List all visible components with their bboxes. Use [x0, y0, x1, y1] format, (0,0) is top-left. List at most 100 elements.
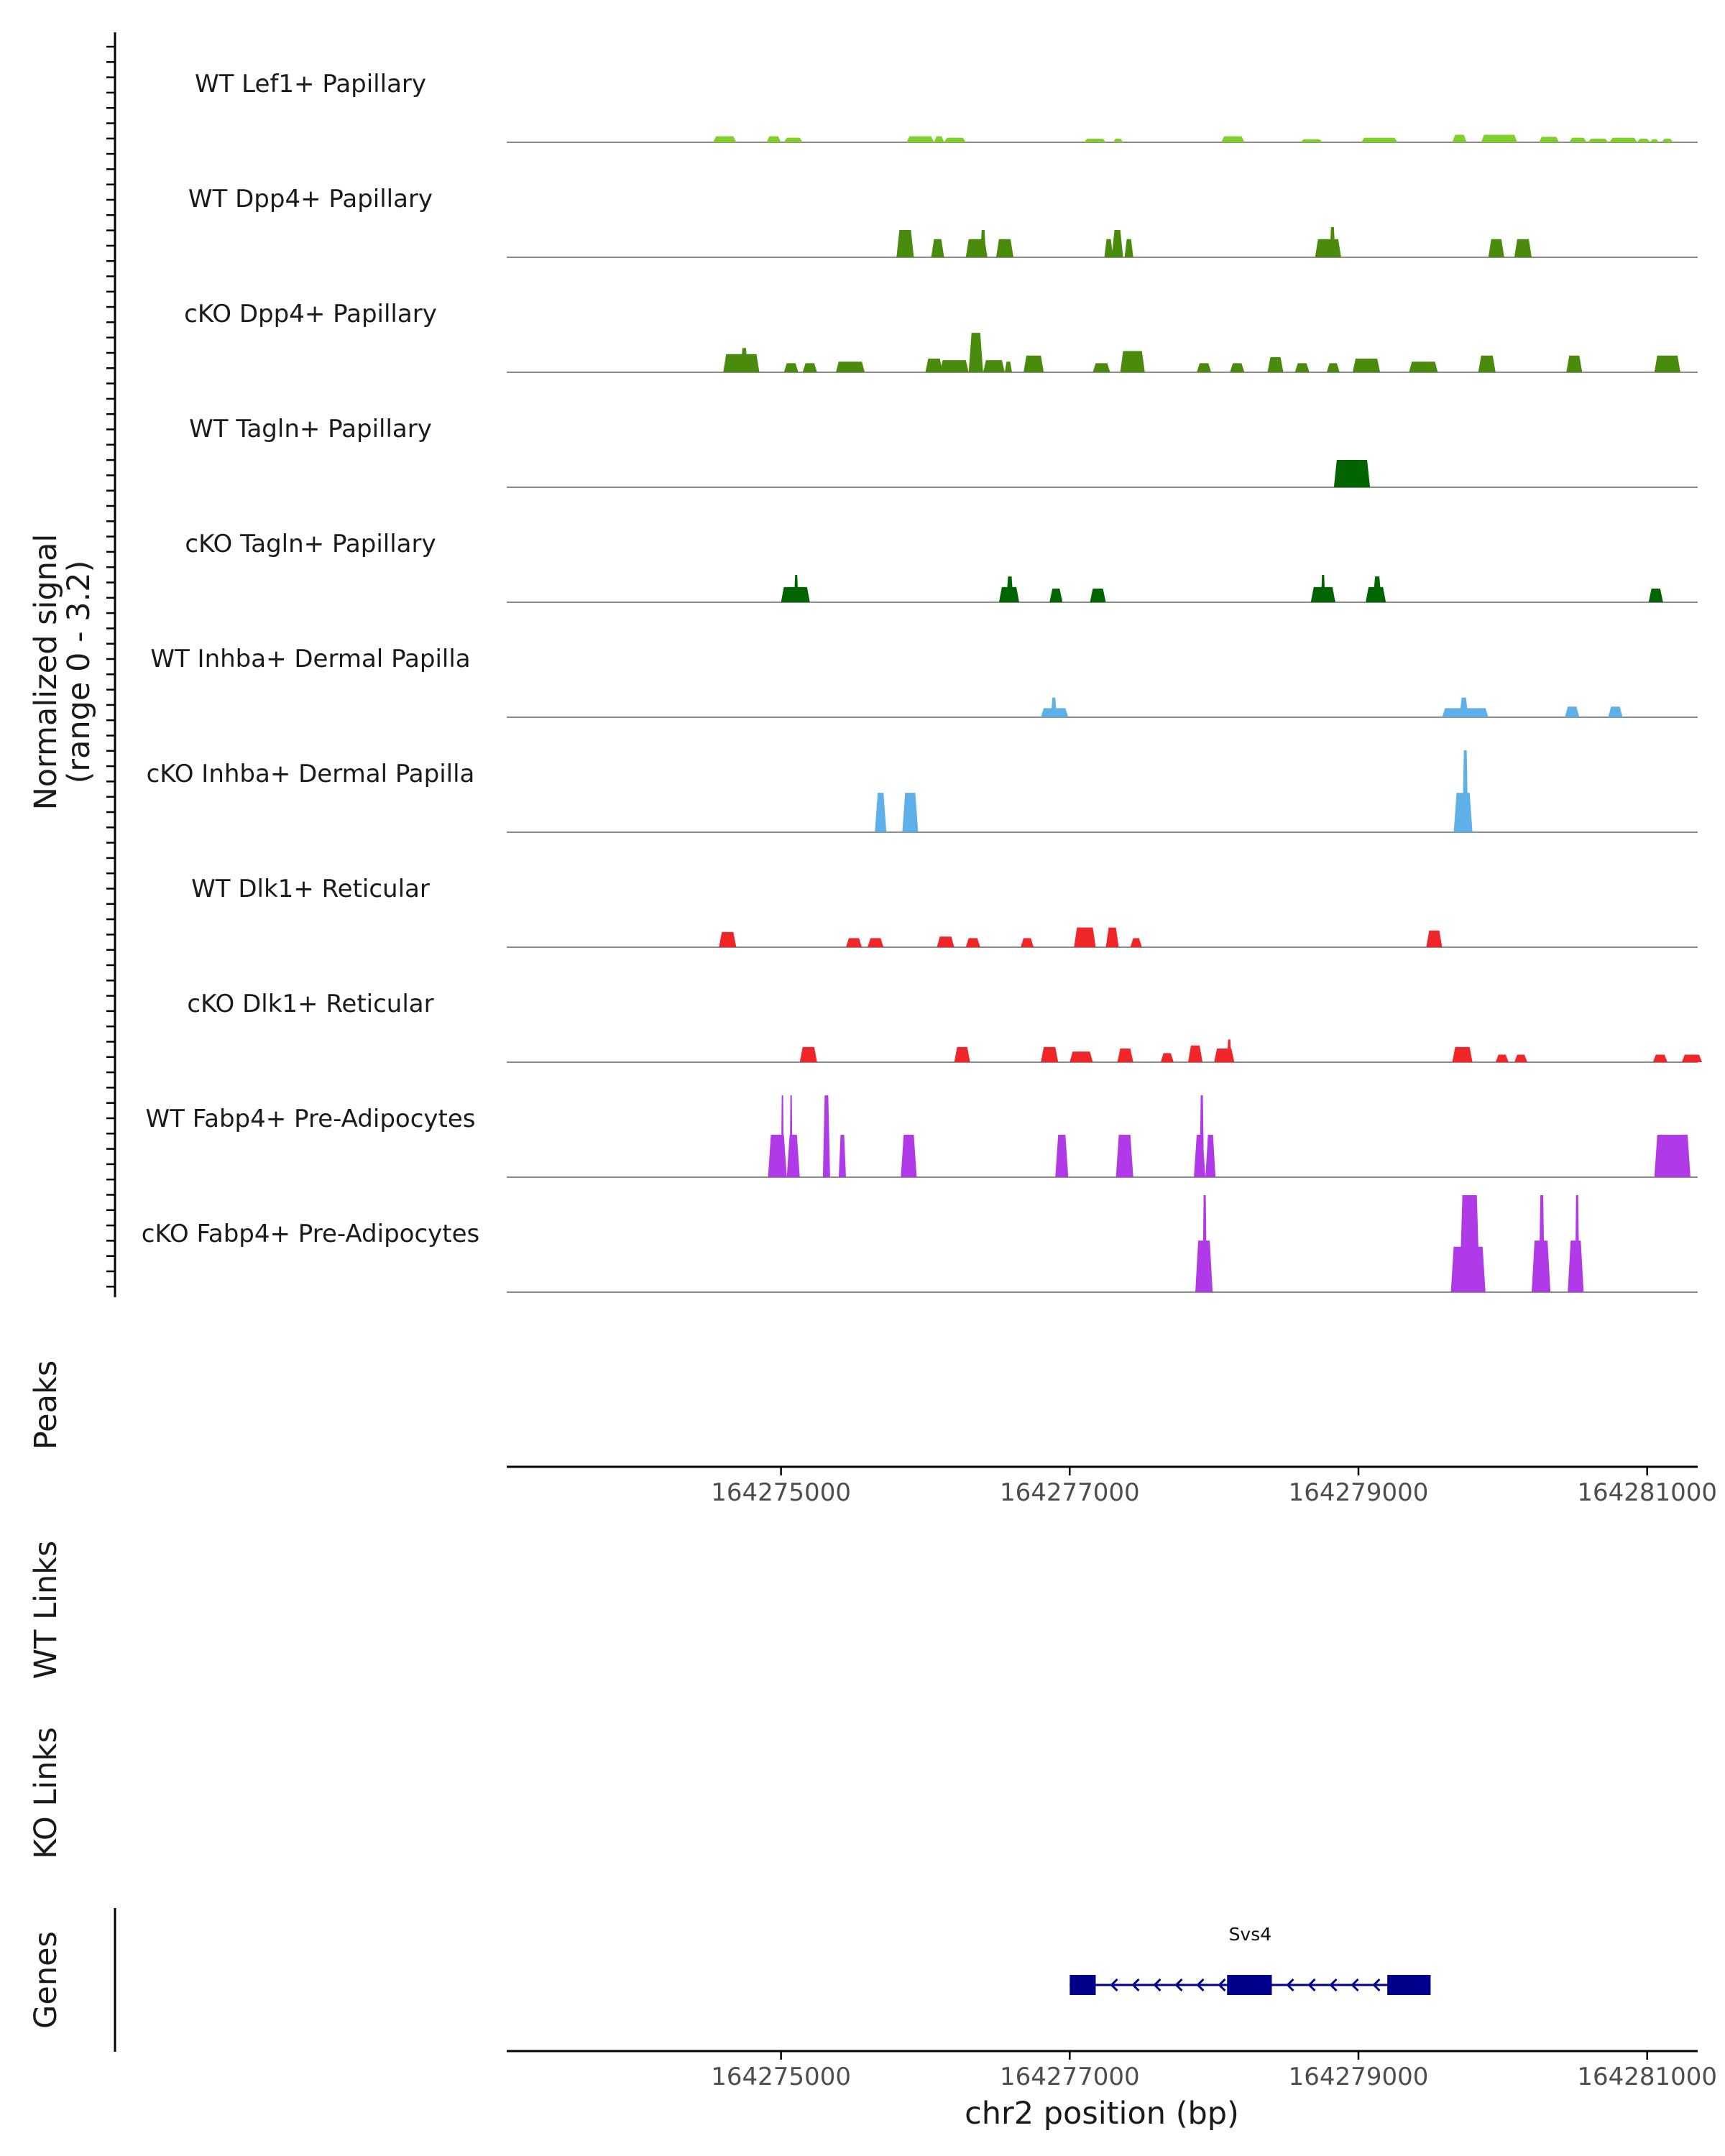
- signal-peak: [925, 359, 943, 372]
- signal-peak: [766, 136, 781, 142]
- signal-peak: [980, 230, 986, 257]
- signal-peak: [1333, 460, 1371, 487]
- signal-peak: [1609, 137, 1637, 142]
- track-7: cKO Inhba+ Dermal Papilla: [147, 750, 1698, 833]
- signal-peak: [1117, 1049, 1133, 1062]
- signal-peak: [1130, 938, 1142, 947]
- strand-arrow: [1329, 1978, 1338, 1992]
- signal-peak: [1116, 1134, 1133, 1177]
- signal-peak: [1539, 137, 1560, 142]
- track-label: WT Dlk1+ Reticular: [191, 875, 430, 903]
- signal-peak: [1049, 589, 1063, 602]
- ko-links-panel: KO Links: [28, 1727, 64, 1859]
- signal-peak: [1315, 239, 1341, 257]
- signal-peak: [965, 938, 980, 947]
- signal-peak: [1565, 706, 1580, 717]
- signal-peak: [1300, 139, 1322, 142]
- signal-peak: [783, 137, 803, 142]
- signal-peak: [845, 938, 862, 947]
- signal-peak: [1124, 239, 1133, 257]
- track-10: WT Fabp4+ Pre-Adipocytes: [146, 1095, 1698, 1178]
- signal-peak: [1197, 363, 1212, 372]
- signal-peak: [995, 239, 1013, 257]
- signal-peak: [740, 348, 748, 372]
- signal-peak: [1120, 351, 1145, 372]
- track-label: WT Lef1+ Papillary: [195, 70, 426, 98]
- signal-peak: [1227, 1039, 1232, 1062]
- signal-peak: [786, 1134, 800, 1177]
- signal-peak: [1294, 363, 1310, 372]
- signal-peak: [939, 360, 969, 372]
- genes-panel-title: Genes: [28, 1931, 64, 2029]
- peaks-panel-title: Peaks: [28, 1360, 64, 1450]
- signal-peak: [1021, 938, 1034, 947]
- signal-peak: [1090, 589, 1106, 602]
- strand-arrow: [1351, 1978, 1359, 1992]
- signal-peak: [1608, 706, 1623, 717]
- strand-arrow: [1174, 1978, 1183, 1992]
- signal-peak: [1051, 697, 1057, 717]
- signal-peak: [1006, 576, 1013, 602]
- signal-peak: [1514, 1054, 1527, 1062]
- signal-peak: [902, 793, 919, 832]
- x-axis-tick-label: 164277000: [1000, 1478, 1140, 1507]
- track-4: WT Tagln+ Papillary: [189, 415, 1698, 488]
- signal-peak: [1650, 139, 1659, 142]
- signal-peak: [1104, 239, 1113, 257]
- signal-peak: [1462, 750, 1468, 832]
- signal-peak: [794, 575, 799, 602]
- signal-peak: [1654, 1134, 1690, 1177]
- signal-peak: [1452, 134, 1467, 142]
- x-axis-tick-label: 164281000: [1577, 2063, 1717, 2091]
- x-axis-tick-label: 164277000: [1000, 2063, 1140, 2091]
- signal-peak: [783, 363, 799, 372]
- signal-peak: [1202, 1195, 1208, 1292]
- signal-peak: [1105, 927, 1119, 947]
- track-9: cKO Dlk1+ Reticular: [187, 990, 1703, 1063]
- gene-exon: [1070, 1975, 1096, 1995]
- signal-peak: [983, 360, 1005, 372]
- signal-peak: [1070, 1051, 1093, 1062]
- signal-peak: [1409, 361, 1438, 372]
- signal-peak: [901, 1134, 917, 1177]
- signal-peak: [1481, 134, 1517, 142]
- signal-peak: [1566, 355, 1583, 372]
- track-1: WT Lef1+ Papillary: [195, 70, 1698, 143]
- signal-peak: [1221, 136, 1245, 142]
- signal-peak: [1652, 1054, 1668, 1062]
- signal-peak: [868, 938, 884, 947]
- signal-peak: [1637, 138, 1650, 142]
- signal-peak: [954, 1046, 970, 1062]
- signal-peak: [1459, 1195, 1480, 1292]
- signal-peak: [835, 361, 865, 372]
- wt-links-panel-title: WT Links: [28, 1541, 64, 1680]
- signal-peak: [1004, 361, 1012, 372]
- signal-peak: [1373, 576, 1382, 602]
- x-axis-title: chr2 position (bp): [965, 2096, 1239, 2132]
- signal-peak: [944, 137, 966, 142]
- signal-peak: [838, 1134, 846, 1177]
- signal-peak: [1654, 355, 1680, 372]
- signal-peak: [1160, 1053, 1174, 1062]
- signal-peak: [1361, 137, 1398, 142]
- signal-peak: [1267, 356, 1284, 372]
- signal-peak: [1648, 589, 1663, 602]
- signal-peak: [1452, 1046, 1473, 1062]
- signal-peak: [1459, 697, 1468, 717]
- signal-peak: [1352, 359, 1381, 372]
- signal-peak: [1092, 363, 1110, 372]
- gene-exon: [1387, 1975, 1431, 1995]
- signal-peak: [1426, 930, 1443, 947]
- signal-peak: [781, 1095, 784, 1177]
- signal-peak: [1329, 226, 1335, 257]
- signal-peak: [1326, 363, 1340, 372]
- signal-peak: [906, 136, 934, 142]
- track-label: WT Inhba+ Dermal Papilla: [150, 645, 470, 673]
- signal-peak: [1495, 1054, 1509, 1062]
- signal-peak: [1514, 239, 1532, 257]
- track-6: WT Inhba+ Dermal Papilla: [150, 645, 1698, 718]
- signal-peak: [713, 136, 737, 142]
- track-8: WT Dlk1+ Reticular: [191, 875, 1698, 948]
- track-label: cKO Fabp4+ Pre-Adipocytes: [142, 1220, 480, 1248]
- signal-peak: [937, 936, 954, 947]
